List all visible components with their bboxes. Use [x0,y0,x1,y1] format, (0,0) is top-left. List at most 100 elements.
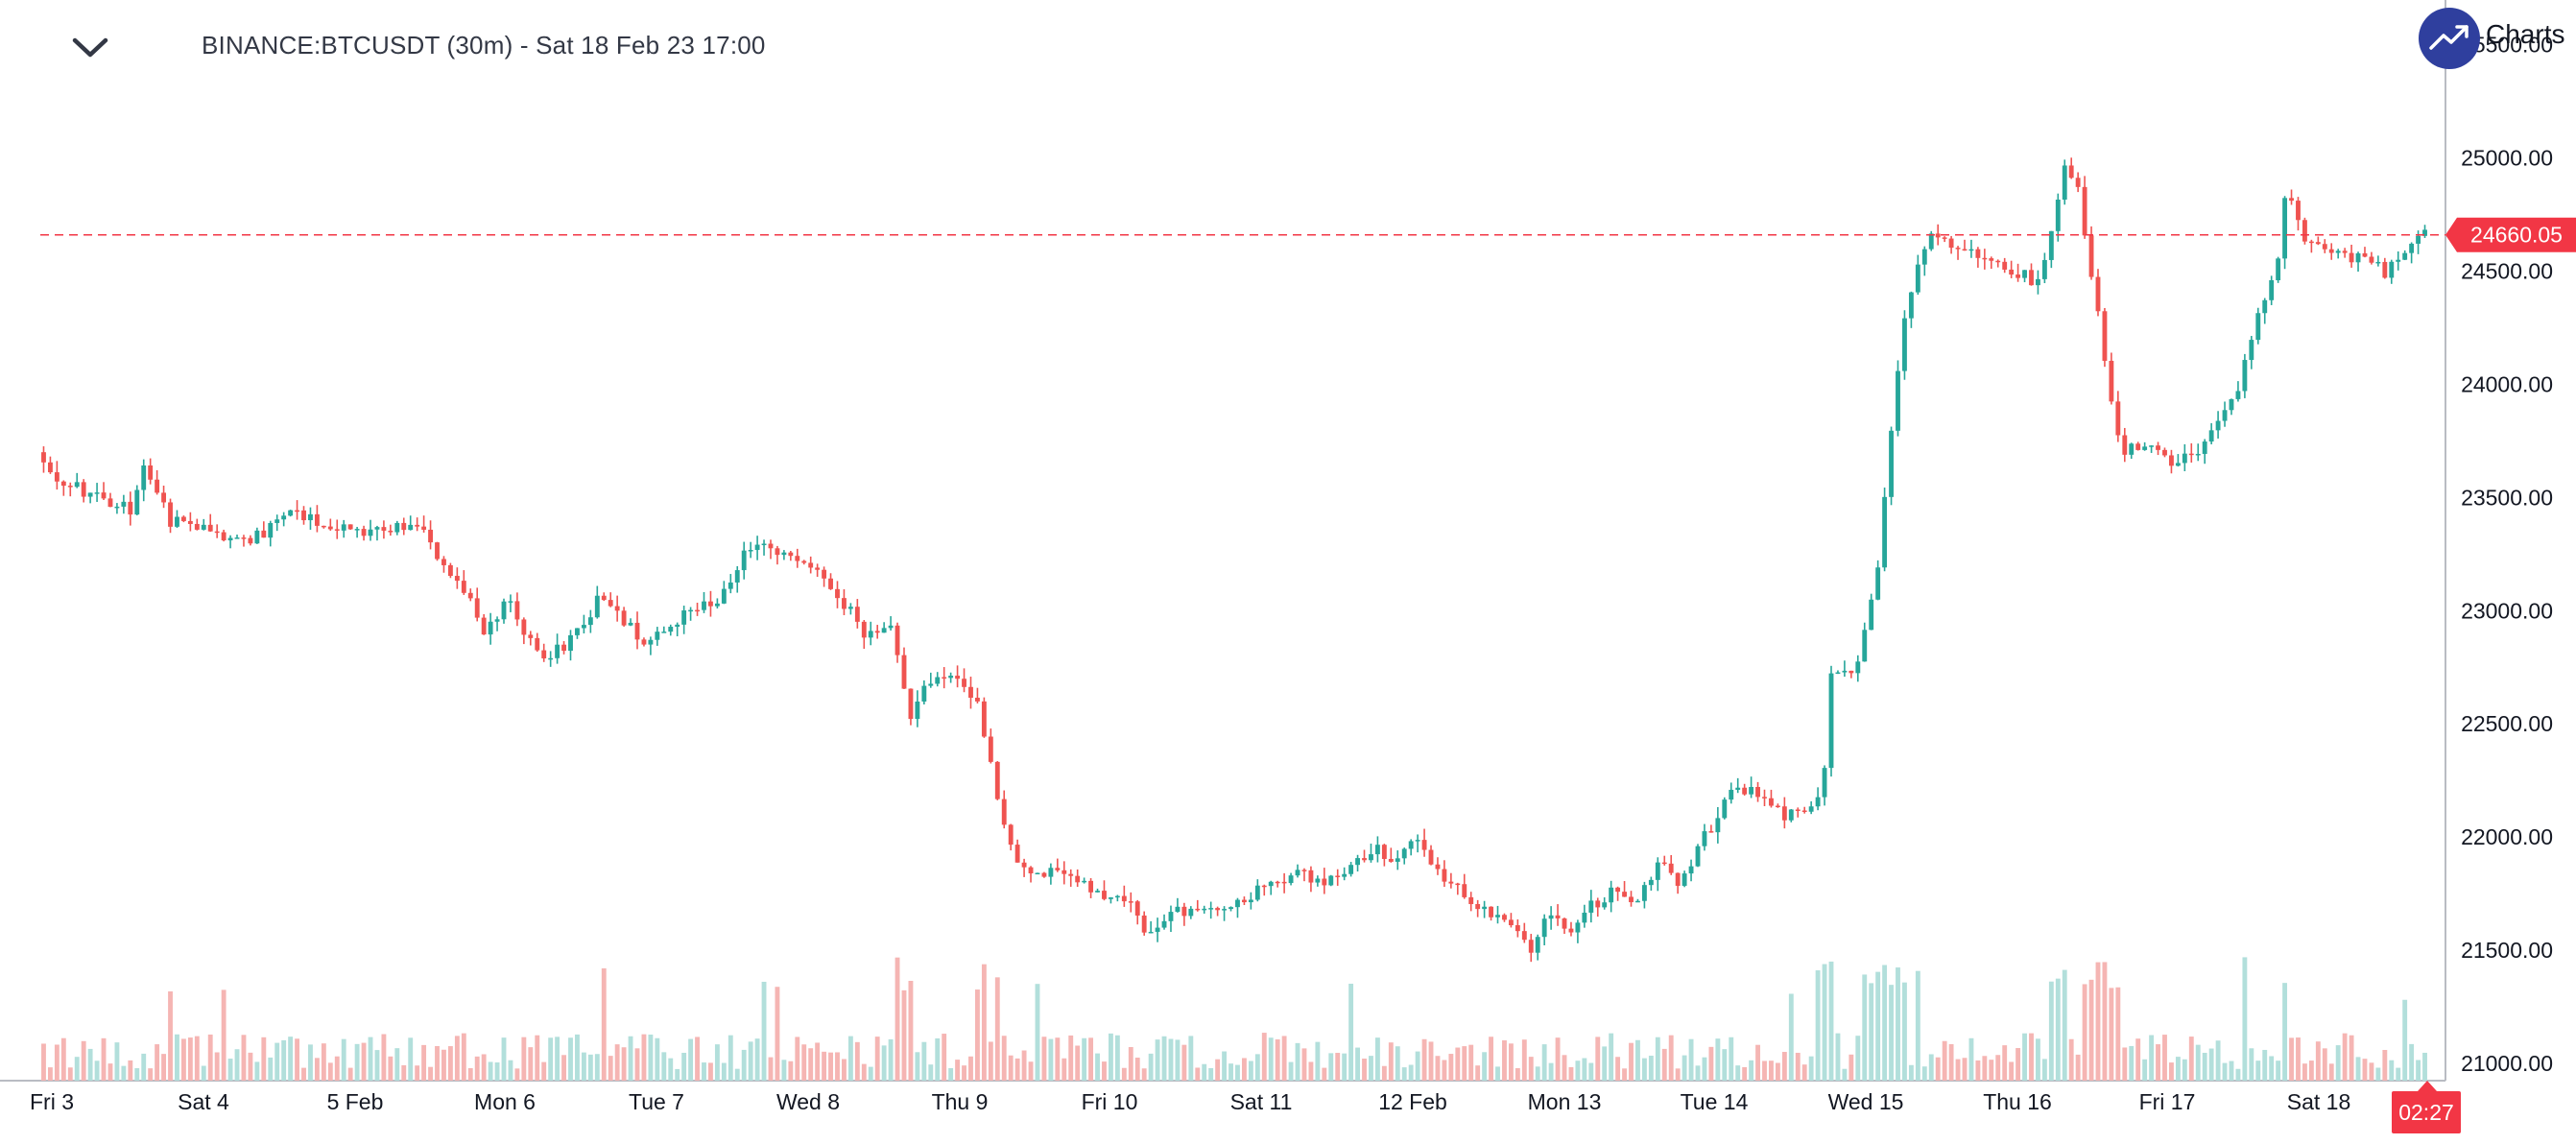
volume-bar [354,1043,360,1081]
volume-bar [2315,1041,2321,1081]
volume-bar [2322,1048,2327,1081]
candle-body [428,529,433,543]
candle-body [928,683,934,686]
charts-brand-label: Charts [2486,19,2565,49]
candle-body [454,576,460,582]
candle-body [2022,270,2027,278]
candle-body [968,686,973,699]
candle-body [2208,430,2214,442]
volume-bar [1315,1041,1321,1081]
volume-bar [2002,1045,2008,1081]
candle-body [1288,875,1294,884]
candle-body [148,465,154,480]
candle-body [1281,881,1287,884]
candle-body [575,628,580,635]
candle-body [327,526,333,530]
volume-bar [1635,1039,1640,1081]
candle-body [1801,810,1807,812]
charts-brand-badge[interactable] [2419,8,2480,69]
volume-bar [621,1047,627,1081]
candle-body [1088,880,1094,893]
candle-body [861,621,867,638]
collapse-chevron-button[interactable] [63,21,117,75]
volume-bar [2276,1061,2281,1081]
candle-body [781,552,787,556]
volume-bar [1028,1061,1034,1081]
candle-body [2396,259,2401,262]
candle-body [655,632,660,640]
candle-body [2102,311,2108,361]
candle-body [128,501,133,515]
volume-bar [1355,1047,1361,1081]
candle-body [488,621,493,635]
price-tick-label: 21000.00 [2461,1051,2553,1076]
candle-body [2362,252,2368,257]
candle-body [408,524,414,531]
candle-body [1622,892,1627,897]
volume-bar [274,1042,280,1081]
volume-bar [175,1034,179,1081]
candle-body [1835,672,1841,675]
candle-body [54,472,60,482]
candle-body [1595,900,1601,908]
volume-bar [1241,1058,1247,1081]
candle-body [334,529,340,531]
volume-bar [2416,1060,2421,1081]
candle-body [1889,430,1894,497]
volume-bar [1195,1067,1201,1081]
volume-bar [1535,1066,1540,1081]
candle-body [1374,845,1380,855]
volume-bar [1175,1039,1181,1081]
time-tick-label: Mon 13 [1528,1089,1602,1114]
volume-bar [2208,1048,2214,1081]
volume-bar [942,1034,947,1081]
candle-body [2175,463,2181,466]
candle-body [1742,787,1748,795]
candle-body [1762,797,1767,798]
candle-body [581,625,586,629]
candle-body [608,600,613,607]
volume-bar [1855,1036,1861,1081]
candle-body [981,701,987,737]
volume-bar [1442,1060,1447,1081]
candle-body [2195,453,2201,456]
candle-body [2422,229,2427,236]
volume-bar [1521,1039,1527,1081]
time-tick-label: Sat 4 [178,1089,229,1114]
candle-body [1222,909,1228,911]
volume-bar [962,1065,966,1081]
candle-body [1975,249,1981,258]
candle-body [601,595,607,601]
candle-body [214,531,220,534]
candle-body [1415,840,1420,842]
candle-body [2369,256,2374,263]
candle-body [568,634,573,652]
candle-body [2202,441,2207,454]
volume-bar [2235,1068,2241,1081]
candle-body [2416,235,2421,244]
volume-bar [441,1049,446,1081]
volume-bar [334,1056,340,1081]
candle-body [388,530,394,533]
candle-body [2015,274,2021,278]
volume-bar [1801,1064,1807,1081]
volume-bar [688,1038,694,1081]
candle-body [1521,931,1527,941]
countdown-value: 02:27 [2398,1100,2454,1125]
candle-body [2048,230,2054,260]
candle-body [822,569,827,579]
volume-bar [1828,961,1834,1081]
volume-bar [2229,1061,2234,1081]
volume-bar [1502,1039,1507,1081]
volume-bar [141,1053,147,1081]
candle-body [2355,252,2361,263]
candle-body [1254,885,1260,900]
volume-bar [1155,1039,1160,1081]
volume-bar [2082,984,2087,1081]
volume-bar [801,1044,807,1081]
candle-body [1948,238,1954,249]
candle-body [1688,866,1694,874]
volume-bar [2022,1033,2027,1081]
price-tick-label: 24000.00 [2461,371,2553,396]
